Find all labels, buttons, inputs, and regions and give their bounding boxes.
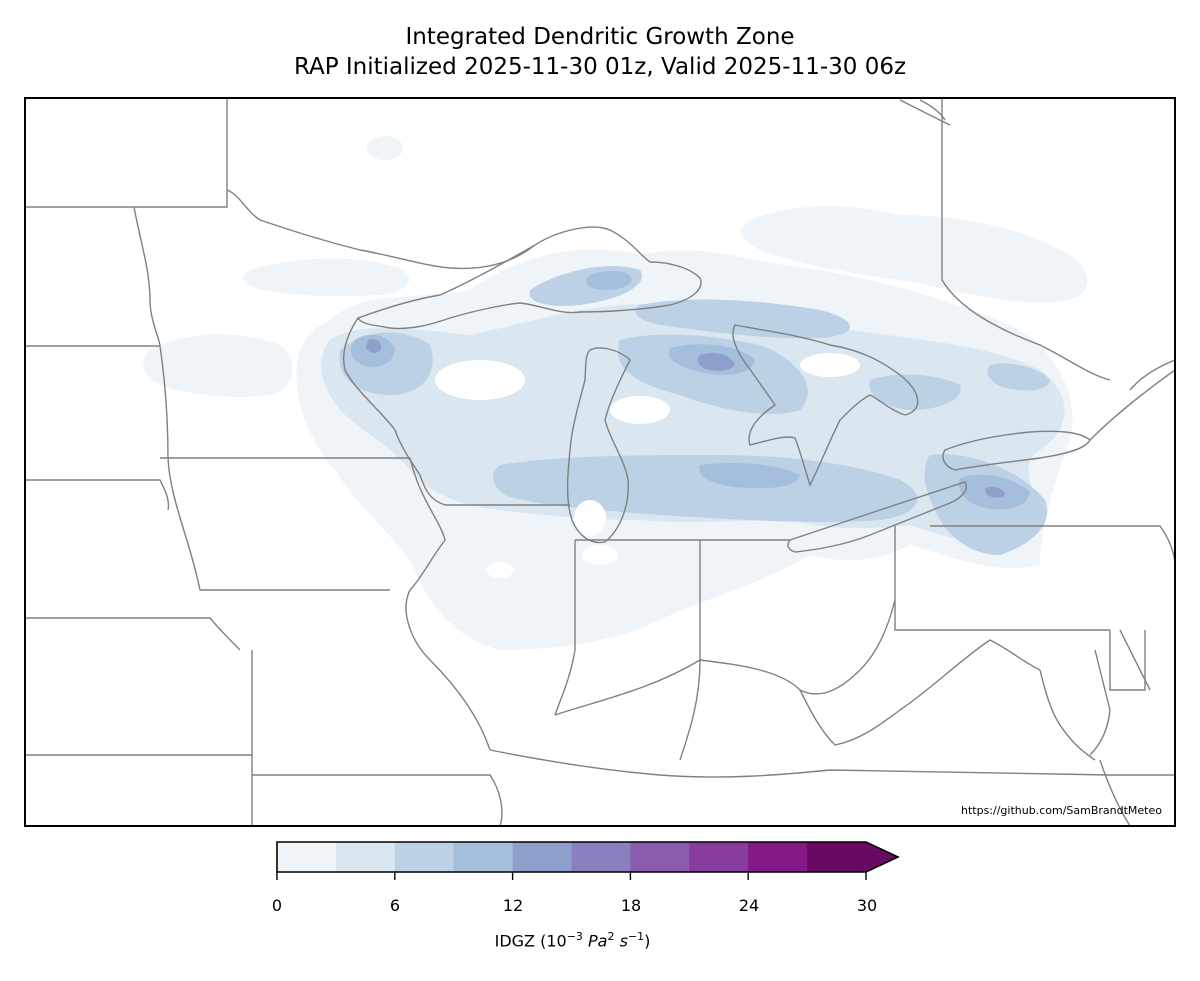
idgz-band-4 (586, 270, 632, 290)
lake-huron-outline (732, 324, 919, 487)
colorbar-tick-label: 6 (389, 896, 401, 915)
lake-michigan-outline (566, 347, 631, 544)
colorbar-outline (276, 841, 900, 873)
state-borders (25, 98, 1175, 826)
idgz-band-5 (697, 353, 735, 371)
credit-text: https://github.com/SamBrandtMeteo (961, 804, 1162, 817)
idgz-light-region-west (143, 334, 293, 397)
idgz-field (143, 136, 1088, 651)
colorbar-segment (571, 842, 631, 872)
colorbar-tick-label: 18 (620, 896, 642, 915)
colorbar-tick-label: 0 (271, 896, 283, 915)
colorbar-label: IDGZ (10−3 Pa2 s−1) (494, 930, 651, 951)
idgz-band-5 (366, 339, 382, 353)
lake-erie-outline (787, 481, 967, 553)
idgz-band-3 (987, 363, 1050, 391)
colorbar-tick-label: 30 (856, 896, 878, 915)
idgz-band-3 (618, 334, 808, 415)
idgz-band-5 (985, 486, 1005, 498)
idgz-band-3 (635, 299, 850, 339)
colorbar-segment (453, 842, 514, 872)
idgz-light-region-east (741, 206, 1088, 303)
lake-ontario-outline (942, 430, 1091, 471)
colorbar-segment (630, 842, 690, 872)
colorbar-segment (277, 842, 337, 872)
colorbar-segment (335, 842, 396, 872)
colorbar-segment (689, 842, 749, 872)
lake-superior-outline (356, 226, 702, 330)
colorbar-segment (748, 842, 808, 872)
map-subtitle: RAP Initialized 2025-11-30 01z, Valid 20… (293, 54, 907, 80)
colorbar-segment (807, 842, 867, 872)
colorbar-segment (512, 842, 572, 872)
coastlines (356, 99, 1175, 756)
colorbar-tick-label: 12 (502, 896, 524, 915)
idgz-light-region-north (243, 258, 410, 297)
colorbar-tick-label: 24 (738, 896, 760, 915)
map-frame (24, 97, 1176, 827)
map-title: Integrated Dendritic Growth Zone (405, 24, 795, 50)
colorbar-extend-arrow (866, 842, 898, 872)
idgz-band-4 (699, 463, 800, 489)
colorbar-segment (394, 842, 455, 872)
